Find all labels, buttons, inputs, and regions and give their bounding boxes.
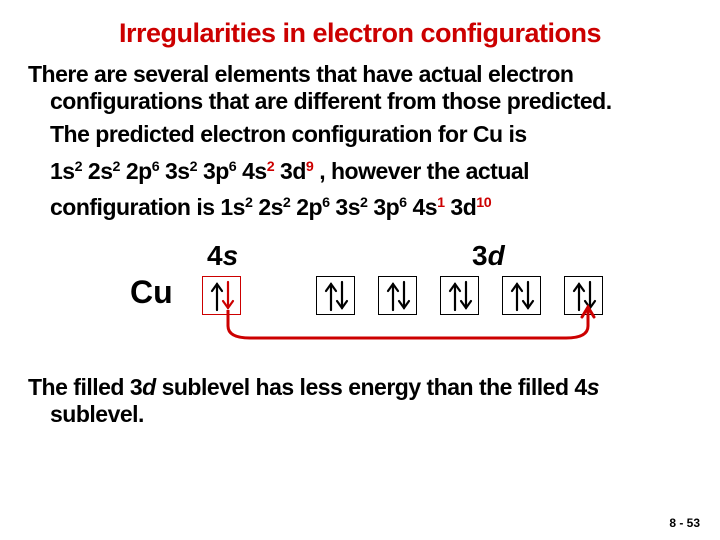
cfg1-2s-sup: 2: [113, 159, 120, 175]
cfg2-2p-sup: 6: [322, 195, 329, 211]
cfg1-3d-sup: 9: [306, 159, 313, 175]
label-3d-num: 3: [472, 240, 488, 271]
conclusion-pre: The filled: [28, 374, 130, 400]
cfg1-2s: 2s: [88, 158, 113, 184]
cfg2-3s-sup: 2: [360, 195, 367, 211]
cfg1-1s-sup: 2: [75, 159, 82, 175]
label-4s-letter: s: [223, 240, 239, 271]
label-3d: 3d: [472, 240, 505, 272]
cfg2-2s: 2s: [258, 194, 283, 220]
cfg1-tail: , however the actual: [313, 158, 529, 184]
transfer-arrow: [220, 304, 654, 348]
cfg1-4s: 4s: [242, 158, 267, 184]
cfg2-3d-sup: 10: [476, 195, 491, 211]
cfg1-2p: 2p: [126, 158, 152, 184]
cfg2-3p-sup: 6: [399, 195, 406, 211]
cfg1-3s-sup: 2: [190, 159, 197, 175]
conclusion-3d-letter: d: [142, 374, 156, 400]
cfg1-3p: 3p: [203, 158, 229, 184]
label-4s-num: 4: [207, 240, 223, 271]
cfg1-3p-sup: 6: [229, 159, 236, 175]
conclusion-mid: sublevel has less energy than the filled: [156, 374, 575, 400]
cfg1-1s: 1s: [50, 158, 75, 184]
cfg2-4s: 4s: [413, 194, 438, 220]
label-3d-letter: d: [488, 240, 505, 271]
config-actual: configuration is 1s2 2s2 2p6 3s2 3p6 4s1…: [28, 190, 692, 226]
slide-title: Irregularities in electron configuration…: [28, 18, 692, 49]
cfg1-4s-sup: 2: [267, 159, 274, 175]
cfg2-3s: 3s: [335, 194, 360, 220]
cfg1-3s: 3s: [165, 158, 190, 184]
conclusion-4s-num: 4: [574, 374, 586, 400]
cfg2-1s: 1s: [220, 194, 245, 220]
page-number: 8 - 53: [669, 516, 700, 530]
element-symbol: Cu: [130, 274, 173, 311]
conclusion-post: sublevel.: [50, 401, 144, 427]
conclusion-text: The filled 3d sublevel has less energy t…: [28, 374, 692, 428]
cfg1-3d: 3d: [280, 158, 306, 184]
cfg2-3d: 3d: [450, 194, 476, 220]
cfg2-pre: configuration is: [50, 194, 220, 220]
predicted-line: The predicted electron configuration for…: [28, 121, 692, 148]
orbital-diagram: 4s 3d Cu: [28, 240, 692, 352]
cfg2-4s-sup: 1: [437, 195, 444, 211]
cfg1-2p-sup: 6: [152, 159, 159, 175]
conclusion-3d-num: 3: [130, 374, 142, 400]
intro-paragraph: There are several elements that have act…: [28, 61, 692, 115]
cfg2-1s-sup: 2: [245, 195, 252, 211]
cfg2-2p: 2p: [296, 194, 322, 220]
conclusion-4s-letter: s: [587, 374, 599, 400]
cfg2-2s-sup: 2: [283, 195, 290, 211]
cfg2-3p: 3p: [373, 194, 399, 220]
label-4s: 4s: [207, 240, 238, 272]
config-predicted: 1s2 2s2 2p6 3s2 3p6 4s2 3d9 , however th…: [28, 154, 692, 190]
